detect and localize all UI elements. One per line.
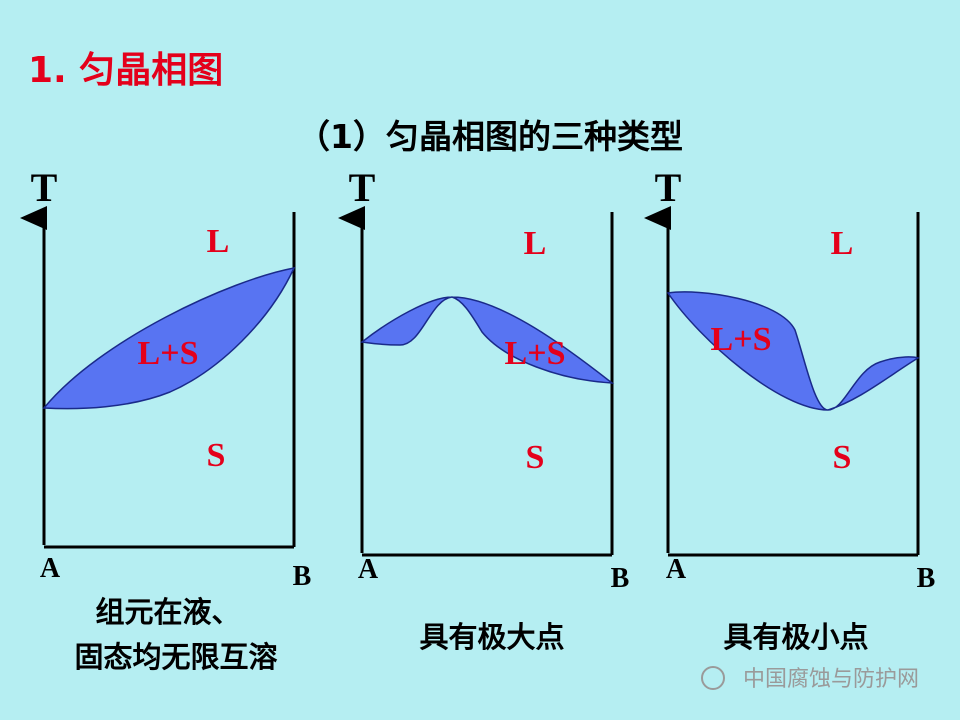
diagram: T L L+S S A B 具有极大点 bbox=[338, 165, 630, 654]
region-label: L+S bbox=[505, 335, 566, 372]
region-label: L bbox=[831, 225, 854, 262]
diagram: T L L+S S A B 组元在液、 固态均无限互溶 bbox=[20, 165, 312, 674]
watermark-text: 中国腐蚀与防护网 bbox=[743, 667, 919, 692]
caption: 具有极小点 bbox=[723, 620, 868, 654]
region-label: S bbox=[207, 437, 226, 474]
diagram: T L L+S S A B 具有极小点 bbox=[644, 165, 936, 654]
caption: 组元在液、 bbox=[95, 595, 240, 629]
subtitle: （1）匀晶相图的三种类型 bbox=[297, 117, 683, 156]
component-label: A bbox=[666, 554, 687, 585]
two-phase-region bbox=[42, 266, 296, 410]
region-label: L+S bbox=[711, 321, 772, 358]
component-label: A bbox=[358, 554, 379, 585]
component-label: B bbox=[917, 563, 936, 594]
component-label: A bbox=[40, 553, 61, 584]
region-label: S bbox=[833, 439, 852, 476]
watermark-icon bbox=[701, 666, 725, 690]
axis-label: T bbox=[655, 165, 682, 210]
axis-label: T bbox=[349, 165, 376, 210]
region-label: S bbox=[526, 439, 545, 476]
axis-label: T bbox=[31, 165, 58, 210]
component-label: B bbox=[293, 561, 312, 592]
region-label: L bbox=[207, 223, 230, 260]
axis bbox=[362, 212, 614, 557]
component-label: B bbox=[611, 563, 630, 594]
title: 1. 匀晶相图 bbox=[28, 50, 223, 91]
region-label: L bbox=[524, 225, 547, 262]
watermark: 中国腐蚀与防护网 bbox=[701, 666, 919, 692]
caption: 具有极大点 bbox=[419, 620, 564, 654]
two-phase-region bbox=[666, 291, 920, 411]
caption: 固态均无限互溶 bbox=[74, 640, 277, 674]
region-label: L+S bbox=[138, 335, 199, 372]
axis bbox=[668, 212, 920, 557]
two-phase-region bbox=[360, 296, 615, 384]
